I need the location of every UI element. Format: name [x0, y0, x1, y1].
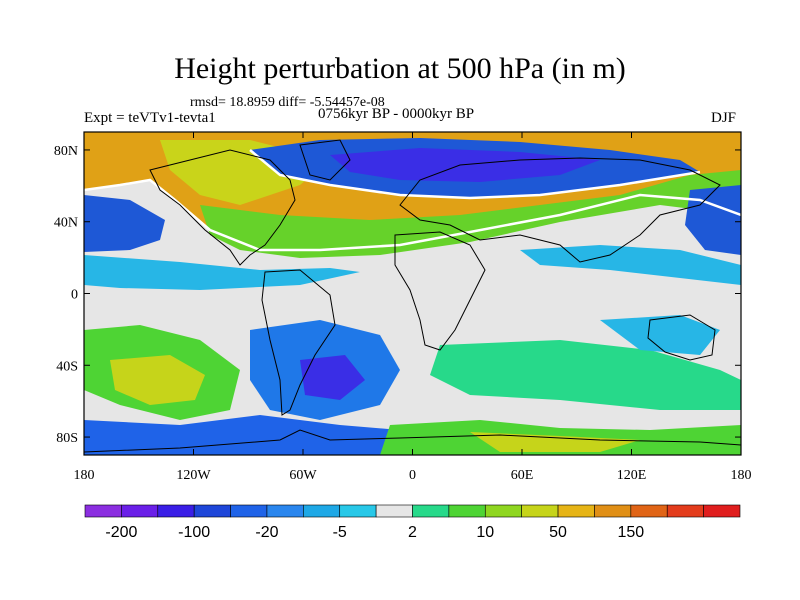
colorbar-label: -5: [333, 524, 347, 541]
colorbar-swatch: [266, 504, 304, 518]
field-antarctic-yellow: [470, 432, 640, 452]
colorbar-swatch: [157, 504, 195, 518]
field-north-green: [200, 170, 741, 258]
colorbar-swatch: [303, 504, 341, 518]
colorbar-swatch: [230, 504, 268, 518]
colorbar: -200 -100 -20 -5 2 10 50 150: [84, 504, 741, 541]
colorbar-label: -200: [105, 524, 137, 541]
coast-europe-asia: [399, 157, 721, 263]
lat-tick-label: 40N: [54, 216, 78, 231]
field-south-yellow-west: [110, 355, 205, 405]
lon-tick-label: 120W: [176, 468, 211, 483]
lat-tick-label: 0: [71, 288, 78, 303]
field-tropical-cyan: [84, 255, 360, 290]
colorbar-swatch: [630, 504, 668, 518]
statistics-line: rmsd= 18.8959 diff= -5.54457e-08: [190, 95, 385, 110]
coast-south-america: [261, 269, 336, 416]
colorbar-swatch: [339, 504, 377, 518]
colorbar-label: 10: [476, 524, 494, 541]
colorbar-label: 2: [408, 524, 417, 541]
colorbar-swatch: [484, 504, 522, 518]
colorbar-label: -20: [255, 524, 278, 541]
coast-north-america: [149, 149, 296, 266]
colorbar-swatch: [84, 504, 122, 518]
longitude-axis: 180 120W 60W 0 60E 120E 180: [74, 132, 752, 483]
field-south-green-indian: [430, 340, 741, 410]
colorbar-swatch: [594, 504, 632, 518]
lat-tick-label: 80S: [56, 431, 78, 446]
lon-tick-label: 60W: [289, 468, 317, 483]
contour-field: [84, 132, 741, 455]
lon-tick-label: 0: [409, 468, 416, 483]
coast-greenland: [299, 139, 351, 181]
colorbar-swatch: [193, 504, 231, 518]
field-antarctic-blue: [84, 415, 400, 455]
field-south-cyan-indian: [600, 315, 720, 355]
lon-tick-label: 120E: [617, 468, 647, 483]
coast-antarctica: [84, 429, 741, 453]
colorbar-swatch: [703, 504, 741, 518]
lat-tick-label: 80N: [54, 144, 78, 159]
field-tropical-cyan-2: [520, 245, 741, 285]
colorbar-swatch: [412, 504, 450, 518]
field-south-blue-core: [300, 355, 365, 400]
experiment-label: Expt = teVTv1-tevta1: [84, 110, 216, 126]
season-label: DJF: [711, 110, 737, 126]
colorbar-swatch: [121, 504, 159, 518]
lon-tick-label: 180: [731, 468, 752, 483]
chart-title: Height perturbation at 500 hPa (in m): [174, 52, 626, 85]
zero-contour: [84, 178, 741, 252]
lon-tick-label: 60E: [511, 468, 534, 483]
latitude-axis: 80N 40N 0 40S 80S: [54, 144, 741, 446]
period-label: 0756kyr BP - 0000kyr BP: [318, 106, 475, 122]
field-pacific-negative-east: [685, 185, 741, 255]
lon-tick-label: 180: [74, 468, 95, 483]
colorbar-label: 150: [617, 524, 644, 541]
colorbar-swatch: [448, 504, 486, 518]
lat-tick-label: 40S: [56, 359, 78, 374]
coast-africa: [394, 231, 486, 351]
coast-australia: [647, 314, 716, 361]
colorbar-swatch: [557, 504, 595, 518]
colorbar-swatch: [375, 504, 413, 518]
colorbar-label: 50: [549, 524, 567, 541]
colorbar-label: -100: [178, 524, 210, 541]
zero-contour-north: [249, 149, 701, 200]
colorbar-swatch: [521, 504, 559, 518]
coastlines: [84, 139, 741, 453]
colorbar-swatch: [666, 504, 704, 518]
field-pacific-negative-west: [84, 195, 165, 252]
